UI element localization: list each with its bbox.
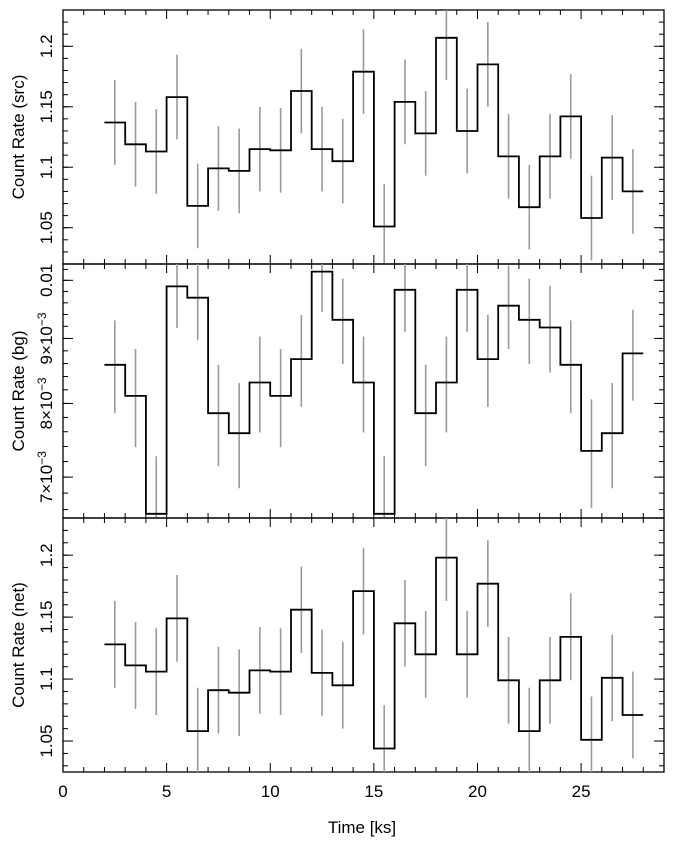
panel-bg: 7×10−3 8×10−3 9×10−3 0.01 Count Rate (bg) [9, 263, 665, 519]
y-tick-label: 0.01 [37, 264, 56, 297]
y-tick-label: 1.1 [37, 155, 56, 179]
panel-frame [62, 517, 665, 773]
x-tick-label: 10 [261, 782, 280, 801]
x-tick-label: 15 [364, 782, 383, 801]
y-tick-label: 1.2 [37, 34, 56, 58]
y-tick-label: 1.05 [37, 211, 56, 244]
y-axis-label-bg: Count Rate (bg) [9, 331, 28, 452]
y-tick-label: 1.15 [37, 90, 56, 123]
y-tick-label: 9×10−3 [35, 312, 56, 364]
y-tick-label: 1.15 [37, 601, 56, 634]
x-tick-label: 5 [162, 782, 171, 801]
y-tick-label: 1.1 [37, 667, 56, 691]
y-tick-label: 1.05 [37, 724, 56, 757]
y-axis-label-src: Count Rate (src) [9, 75, 28, 200]
x-tick-label: 0 [58, 782, 67, 801]
panel-net: 1.05 1.1 1.15 1.2 Count Rate (net) 0 5 10 15 20 25 [9, 517, 665, 801]
light-curve-step [104, 556, 644, 750]
y-tick-label: 7×10−3 [35, 451, 56, 503]
light-curve-step [104, 270, 644, 515]
y-axis-label-net: Count Rate (net) [9, 582, 28, 708]
panel-src: 1.05 1.1 1.15 1.2 Count Rate (src) [9, 9, 665, 265]
x-axis-label: Time [ks] [328, 818, 396, 837]
light-curve-step [104, 36, 644, 228]
y-tick-label: 8×10−3 [35, 377, 56, 429]
x-tick-label: 20 [468, 782, 487, 801]
x-tick-label: 25 [572, 782, 591, 801]
y-tick-label: 1.2 [37, 543, 56, 567]
